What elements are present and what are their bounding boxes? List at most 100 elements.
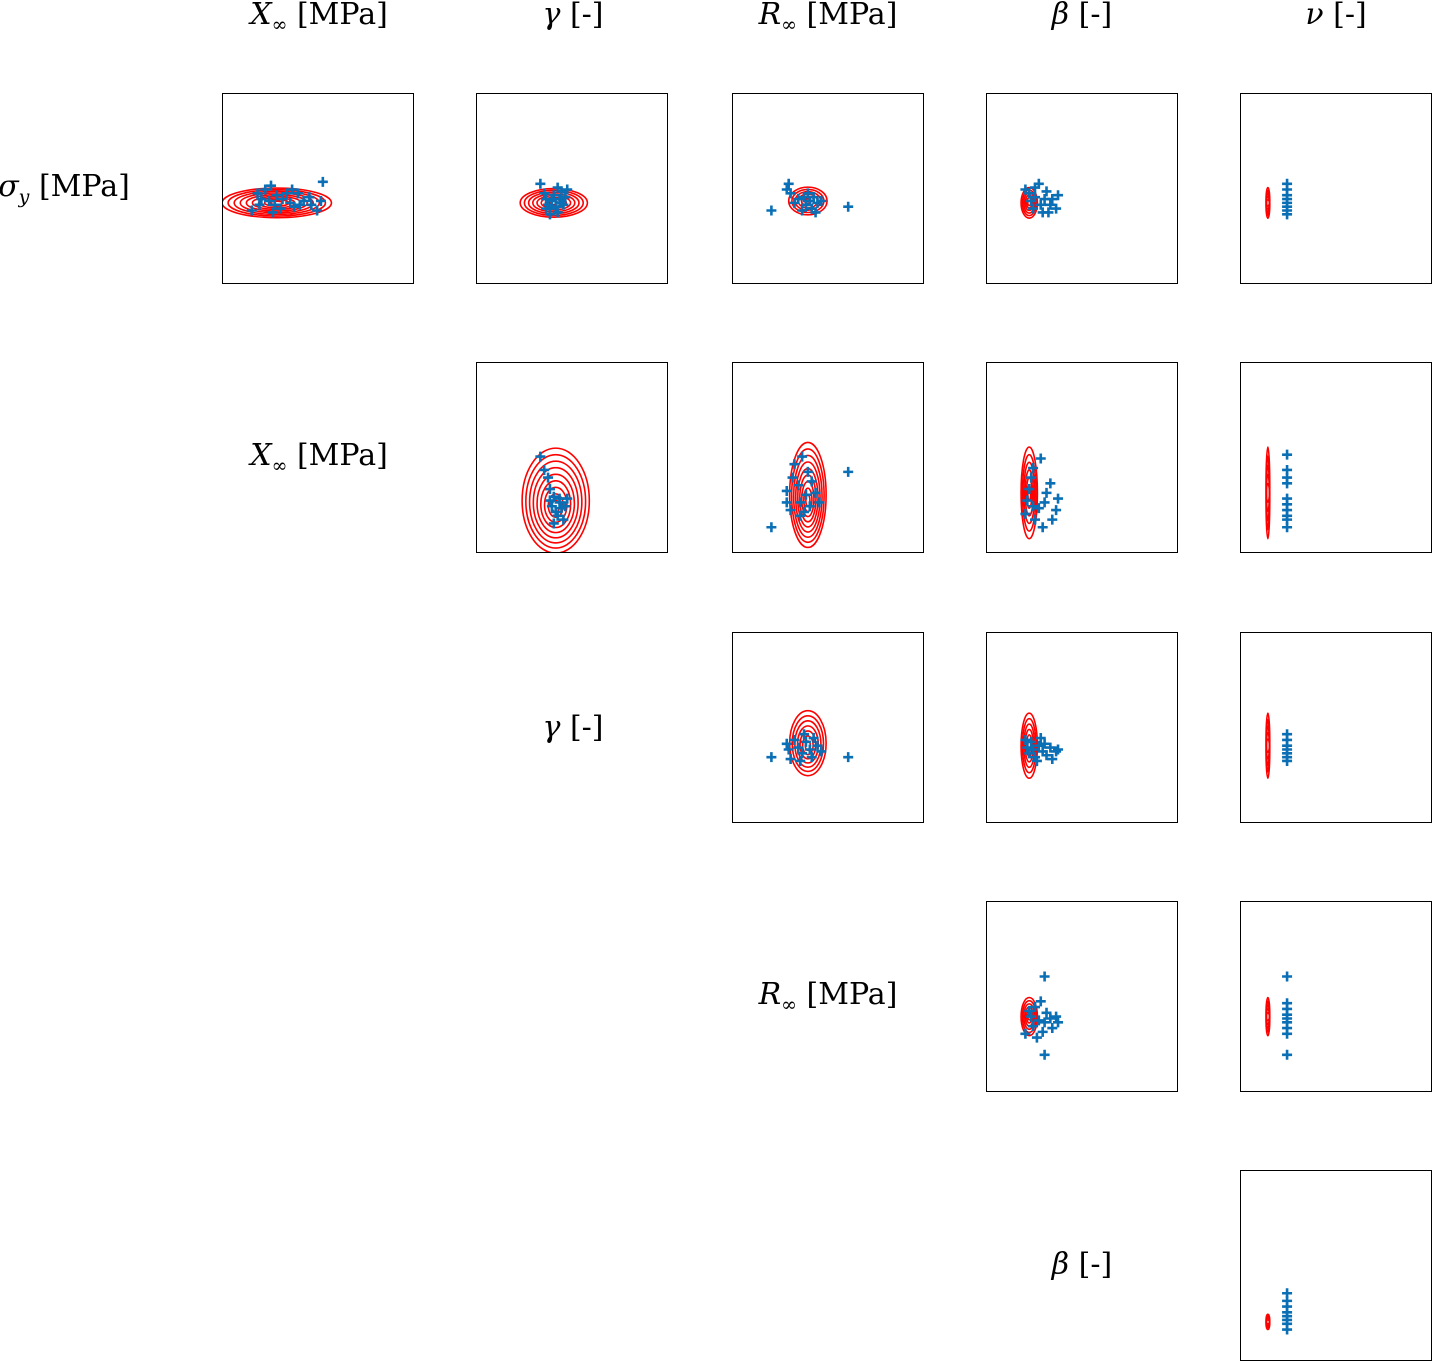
contour-level-4 <box>1024 469 1035 517</box>
sample-point-18 <box>795 510 806 521</box>
sample-point-13 <box>812 740 823 751</box>
sample-point-15 <box>1030 182 1040 193</box>
sample-point-7 <box>1033 503 1044 514</box>
sample-point-8 <box>799 729 810 740</box>
sample-point-4 <box>1026 736 1037 747</box>
col-header-gamma: γ [-] <box>542 0 604 32</box>
sample-point-9 <box>1282 1049 1293 1060</box>
sample-point-6 <box>793 742 804 753</box>
sample-point-8 <box>1282 1324 1293 1335</box>
panel-gamma-vs-nu <box>1240 632 1432 823</box>
sample-point-10 <box>1041 1007 1052 1018</box>
panel-plot-area <box>766 441 854 549</box>
sample-point-6 <box>1033 1015 1044 1026</box>
sample-point-11 <box>1041 750 1052 761</box>
sample-point-10 <box>1282 522 1293 533</box>
sample-point-1 <box>1282 971 1293 982</box>
sample-point-15 <box>1053 493 1064 504</box>
sample-point-13 <box>1051 203 1062 214</box>
panel-sigma_y-vs-beta <box>986 93 1178 284</box>
sample-point-5 <box>1030 192 1040 203</box>
row-label-beta: β [-] <box>1051 1247 1113 1282</box>
sample-point-1 <box>766 752 777 763</box>
sample-point-2 <box>781 485 792 496</box>
panel-plot-area <box>1265 178 1293 220</box>
sample-point-2 <box>252 188 263 199</box>
sample-point-7 <box>1033 740 1044 751</box>
sample-point-2 <box>1024 1005 1035 1016</box>
sample-point-10 <box>1041 186 1052 197</box>
panel-plot-area <box>1265 1288 1293 1335</box>
sample-point-16 <box>1039 1049 1050 1060</box>
sample-point-10 <box>804 744 815 755</box>
sample-point-14 <box>1051 746 1062 757</box>
contour-level-1 <box>521 447 591 552</box>
contour-level-2 <box>790 448 825 544</box>
sample-point-4 <box>260 184 271 195</box>
sample-point-4 <box>785 754 796 765</box>
sample-point-14 <box>1053 1017 1064 1028</box>
row-label-gamma: γ [-] <box>542 710 604 745</box>
sample-point-12 <box>802 466 813 477</box>
panel-beta-vs-nu <box>1240 1170 1432 1361</box>
panel-X_inf-vs-R_inf <box>732 362 924 553</box>
panel-gamma-vs-beta <box>986 632 1178 823</box>
sample-point-19 <box>315 195 326 206</box>
contour-level-5 <box>1265 199 1271 207</box>
sample-point-8 <box>1282 209 1293 220</box>
contour-level-5 <box>536 473 576 534</box>
sample-point-7 <box>797 748 808 759</box>
contour-level-5 <box>1265 482 1271 503</box>
sample-point-12 <box>808 733 819 744</box>
contour-level-2 <box>1021 453 1037 532</box>
sample-point-5 <box>1030 1002 1040 1013</box>
contour-level-3 <box>528 460 583 544</box>
sample-point-3 <box>1024 484 1035 495</box>
sample-point-11 <box>806 752 817 763</box>
panel-X_inf-vs-beta <box>986 362 1178 553</box>
sample-point-9 <box>552 207 563 218</box>
sample-point-14 <box>816 195 827 206</box>
panel-plot-area <box>1020 971 1064 1060</box>
sample-point-2 <box>539 464 550 475</box>
sample-point-8 <box>271 190 282 201</box>
sample-point-1 <box>246 205 257 216</box>
sample-point-12 <box>558 199 569 210</box>
contour-level-4 <box>794 461 821 533</box>
sample-point-18 <box>312 205 323 216</box>
sample-point-16 <box>795 755 806 766</box>
sample-point-2 <box>1024 188 1035 199</box>
contour-level-1 <box>1020 996 1039 1037</box>
contour-level-5 <box>1265 1011 1271 1022</box>
sample-point-15 <box>1039 971 1050 982</box>
panel-sigma_y-vs-R_inf <box>732 93 924 284</box>
panel-plot-area <box>766 709 854 777</box>
col-header-beta: β [-] <box>1051 0 1113 32</box>
sample-point-4 <box>1028 203 1039 214</box>
sample-point-2 <box>1022 495 1033 506</box>
contour-level-1 <box>1020 446 1039 540</box>
sample-point-17 <box>1031 1032 1042 1043</box>
contour-level-2 <box>791 714 825 773</box>
sample-point-6 <box>1030 514 1040 525</box>
sample-point-7 <box>548 190 559 201</box>
sample-point-13 <box>560 501 571 512</box>
sample-point-1 <box>535 451 546 462</box>
sample-point-6 <box>266 180 276 191</box>
sample-point-17 <box>541 203 552 214</box>
sample-point-9 <box>797 451 808 462</box>
sample-point-3 <box>781 497 792 508</box>
sample-point-24 <box>254 199 265 210</box>
panel-plot-area <box>521 447 591 552</box>
sample-point-8 <box>550 201 561 212</box>
sample-point-12 <box>558 514 569 525</box>
sample-point-1 <box>766 522 777 533</box>
sample-point-14 <box>1053 190 1064 201</box>
sample-point-15 <box>548 518 559 529</box>
sample-point-9 <box>552 510 563 521</box>
sample-point-4 <box>785 505 796 516</box>
panel-X_inf-vs-gamma <box>476 362 668 553</box>
panel-plot-area <box>223 176 333 219</box>
sample-point-12 <box>1045 742 1056 753</box>
sample-point-16 <box>802 188 813 199</box>
